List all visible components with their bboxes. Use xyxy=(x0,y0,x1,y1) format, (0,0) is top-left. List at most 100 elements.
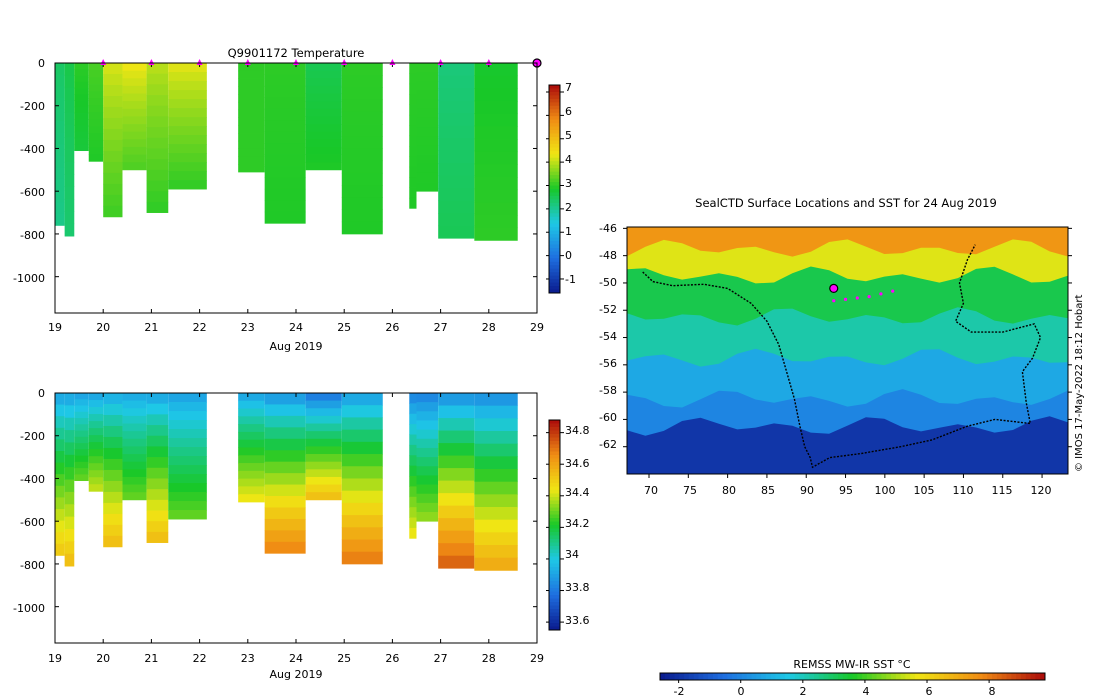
section-cell xyxy=(409,125,417,137)
section-cell xyxy=(416,475,439,485)
section-cell xyxy=(55,190,65,203)
lat-tick-label: -60 xyxy=(599,411,617,424)
section-cell xyxy=(122,469,147,478)
section-cell xyxy=(305,162,342,171)
section-cell xyxy=(341,502,383,516)
colorbar-swatch xyxy=(910,673,916,680)
colorbar-swatch xyxy=(549,441,560,445)
section-cell xyxy=(438,455,475,469)
section-cell xyxy=(305,131,342,140)
section-cell xyxy=(122,85,147,94)
section-cell xyxy=(264,496,306,508)
surfacing-location xyxy=(891,289,895,293)
colorbar-swatch xyxy=(549,518,560,522)
section-cell xyxy=(88,91,104,99)
colorbar-swatch xyxy=(708,673,714,680)
section-cell xyxy=(103,469,123,482)
colorbar-swatch xyxy=(818,673,825,680)
colorbar-swatch xyxy=(549,472,560,477)
section-cell xyxy=(88,393,104,401)
colorbar-swatch xyxy=(549,584,560,589)
colorbar-swatch xyxy=(963,673,969,680)
colorbar-tick-label: 2 xyxy=(800,685,807,698)
colorbar-swatch xyxy=(549,85,560,89)
x-tick-label: 20 xyxy=(96,321,110,334)
temperature-x-axis: 19 20 21 22 23 24 25 26 27 28 29 xyxy=(48,321,544,334)
section-cell xyxy=(264,200,306,213)
colorbar-swatch xyxy=(549,437,560,442)
colorbar-swatch xyxy=(549,195,560,200)
section-cell xyxy=(88,407,104,415)
section-cell xyxy=(438,163,475,177)
section-cell xyxy=(305,63,342,72)
section-cell xyxy=(103,106,123,119)
colorbar-swatch xyxy=(549,247,560,252)
colorbar-swatch xyxy=(549,98,560,103)
section-cell xyxy=(64,491,75,505)
profile-marker xyxy=(485,59,492,65)
colorbar-swatch xyxy=(1035,673,1041,680)
section-cell xyxy=(305,146,342,155)
x-tick-label: 28 xyxy=(482,321,496,334)
section-cell xyxy=(122,162,147,171)
section-cell xyxy=(416,72,439,82)
section-cell xyxy=(264,507,306,520)
section-cell xyxy=(474,519,518,533)
section-cell xyxy=(146,521,169,533)
colorbar-swatch xyxy=(549,185,560,190)
section-cell xyxy=(305,124,342,133)
section-cell xyxy=(74,100,89,108)
colorbar-swatch xyxy=(549,150,560,155)
section-cell xyxy=(416,493,439,504)
colorbar-swatch xyxy=(549,168,560,173)
section-cell xyxy=(438,213,475,227)
section-cell xyxy=(264,530,306,543)
colorbar-swatch xyxy=(746,673,752,680)
section-cell xyxy=(88,463,104,471)
section-cell xyxy=(409,177,417,188)
section-cell xyxy=(264,484,306,497)
x-tick-label: 26 xyxy=(385,321,399,334)
section-cell xyxy=(146,105,169,117)
section-cell xyxy=(305,454,342,463)
x-tick-label: 25 xyxy=(337,652,351,665)
lat-tick-label: -46 xyxy=(599,222,617,235)
colorbar-swatch xyxy=(881,673,887,680)
section-cell xyxy=(146,148,169,160)
colorbar-tick-label: 34.4 xyxy=(565,486,590,499)
section-cell xyxy=(409,104,417,116)
section-cell xyxy=(238,470,265,480)
section-cell xyxy=(416,127,439,137)
colorbar-swatch xyxy=(549,91,560,96)
section-cell xyxy=(438,543,475,557)
colorbar-swatch xyxy=(549,105,560,110)
section-cell xyxy=(438,88,475,101)
section-cell xyxy=(438,443,475,456)
colorbar-tick-label: 33.6 xyxy=(565,614,590,627)
section-cell xyxy=(74,69,89,76)
section-cell xyxy=(416,484,439,495)
colorbar-swatch xyxy=(549,116,560,121)
section-cell xyxy=(122,393,147,402)
section-cell xyxy=(409,63,417,74)
colorbar-swatch xyxy=(1001,673,1007,680)
colorbar-swatch xyxy=(1030,673,1036,680)
section-cell xyxy=(55,213,65,226)
section-cell xyxy=(55,439,65,452)
section-cell xyxy=(88,470,104,478)
section-cell xyxy=(168,180,207,190)
section-cell xyxy=(341,197,383,210)
section-cell xyxy=(64,417,75,431)
section-cell xyxy=(305,93,342,102)
colorbar-swatch xyxy=(549,588,560,592)
section-cell xyxy=(474,164,518,178)
section-cell xyxy=(238,63,265,72)
section-cell xyxy=(409,146,417,157)
section-cell xyxy=(122,108,147,117)
colorbar-swatch xyxy=(549,528,560,533)
section-cell xyxy=(103,139,123,152)
colorbar-swatch xyxy=(862,673,868,680)
section-cell xyxy=(122,415,147,424)
section-cell xyxy=(305,461,342,470)
section-cell xyxy=(103,513,123,526)
